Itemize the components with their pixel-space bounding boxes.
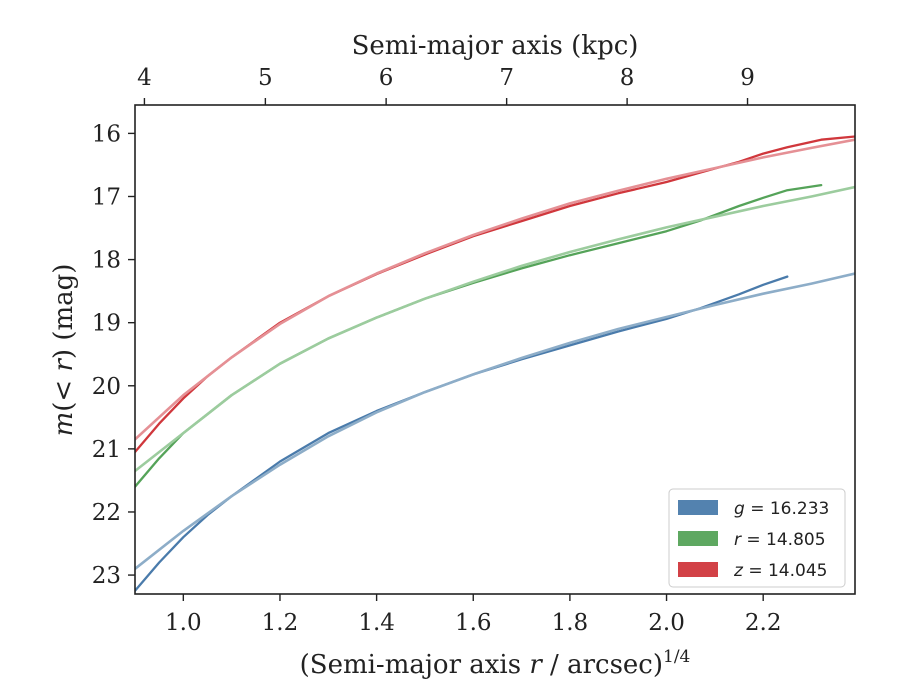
- y-axis-title-unit: ) (mag): [49, 264, 79, 360]
- y-axis-title: m(< r) (mag): [49, 264, 79, 437]
- top-tick-label: 4: [137, 65, 152, 91]
- x-axis-title: (Semi-major axis r / arcsec)1/4: [300, 647, 691, 680]
- legend-swatch-g: [678, 500, 718, 515]
- y-tick-label: 21: [92, 437, 121, 463]
- legend: g = 16.233 r = 14.805 z = 14.045: [668, 488, 846, 588]
- x-tick-label: 1.8: [552, 610, 589, 636]
- y-axis-title-variable: m: [49, 412, 79, 437]
- top-tick-label: 5: [258, 65, 273, 91]
- plot-frame: [134, 104, 856, 595]
- y-tick-label: 23: [92, 563, 121, 589]
- series-line-r-model: [135, 185, 855, 473]
- top-tick-label: 8: [620, 65, 635, 91]
- legend-label-g: g = 16.233: [734, 499, 829, 519]
- x-axis-ticks: 1.0 1.2 1.4 1.6 1.8 2.0 2.2: [165, 594, 781, 636]
- y-tick-label: 22: [92, 500, 121, 526]
- x-axis-title-prefix: (Semi-major axis: [300, 650, 530, 680]
- legend-label-z: z = 14.045: [733, 561, 827, 581]
- x-axis-title-exponent: 1/4: [663, 647, 690, 667]
- series-line-g-model: [135, 272, 855, 571]
- y-tick-label: 18: [92, 248, 121, 274]
- legend-label-r: r = 14.805: [734, 530, 826, 550]
- x-tick-label: 1.0: [165, 610, 202, 636]
- x-tick-label: 2.2: [745, 610, 782, 636]
- y-tick-label: 16: [92, 121, 121, 147]
- legend-swatch-r: [678, 531, 718, 546]
- x2-axis-title: Semi-major axis (kpc): [352, 31, 639, 61]
- series-line-z-model: [135, 138, 855, 441]
- top-tick-label: 9: [740, 65, 755, 91]
- top-axis-ticks: 4 5 6 7 8 9: [137, 65, 755, 105]
- y-tick-label: 20: [92, 374, 121, 400]
- legend-swatch-z: [678, 562, 718, 577]
- y-axis-title-variable-r: r: [49, 358, 79, 372]
- y-tick-label: 17: [92, 184, 121, 210]
- y-axis-title-open: (<: [49, 372, 79, 412]
- x-tick-label: 1.4: [358, 610, 395, 636]
- x-tick-label: 1.6: [455, 610, 492, 636]
- x-axis-title-suffix: / arcsec): [542, 650, 663, 680]
- x-tick-label: 1.2: [262, 610, 299, 636]
- x-axis-title-variable: r: [529, 650, 543, 680]
- top-tick-label: 6: [379, 65, 394, 91]
- x-tick-label: 2.0: [648, 610, 685, 636]
- y-tick-label: 19: [92, 311, 121, 337]
- y-axis-ticks: 16 17 18 19 20 21 22 23: [92, 121, 135, 589]
- top-tick-label: 7: [499, 65, 514, 91]
- series-layer: [135, 135, 855, 592]
